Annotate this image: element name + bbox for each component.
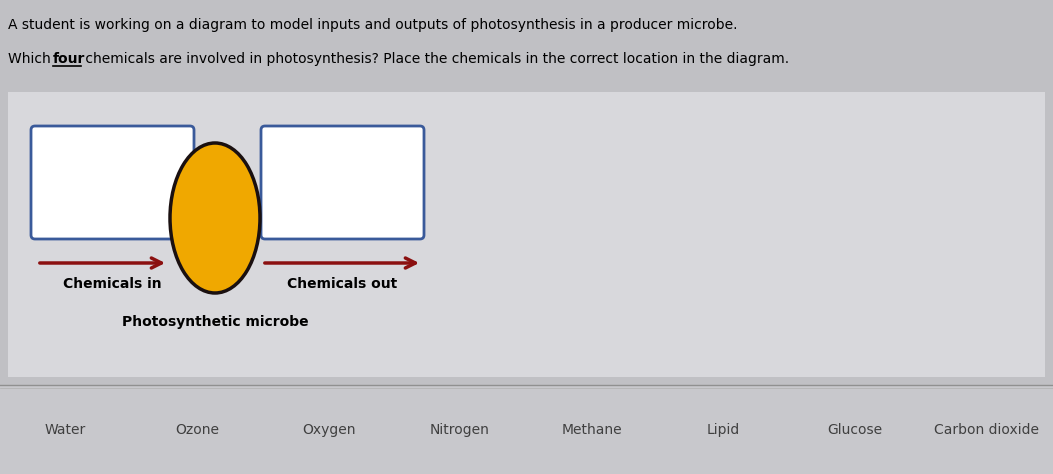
Ellipse shape: [170, 143, 260, 293]
FancyBboxPatch shape: [8, 92, 1045, 377]
FancyBboxPatch shape: [0, 385, 1053, 474]
FancyBboxPatch shape: [31, 126, 194, 239]
Text: Oxygen: Oxygen: [302, 423, 356, 437]
Text: Chemicals in: Chemicals in: [63, 277, 161, 291]
Text: Carbon dioxide: Carbon dioxide: [934, 423, 1039, 437]
Text: Water: Water: [44, 423, 85, 437]
Text: chemicals are involved in photosynthesis? Place the chemicals in the correct loc: chemicals are involved in photosynthesis…: [81, 52, 789, 66]
Text: Glucose: Glucose: [828, 423, 882, 437]
Text: A student is working on a diagram to model inputs and outputs of photosynthesis : A student is working on a diagram to mod…: [8, 18, 737, 32]
Text: four: four: [53, 52, 85, 66]
Text: Ozone: Ozone: [175, 423, 219, 437]
Text: Methane: Methane: [561, 423, 622, 437]
Text: Chemicals out: Chemicals out: [286, 277, 397, 291]
FancyBboxPatch shape: [261, 126, 424, 239]
Text: Lipid: Lipid: [707, 423, 739, 437]
Text: Nitrogen: Nitrogen: [430, 423, 490, 437]
Text: Photosynthetic microbe: Photosynthetic microbe: [122, 315, 309, 329]
FancyBboxPatch shape: [0, 0, 1053, 90]
Text: Which: Which: [8, 52, 55, 66]
